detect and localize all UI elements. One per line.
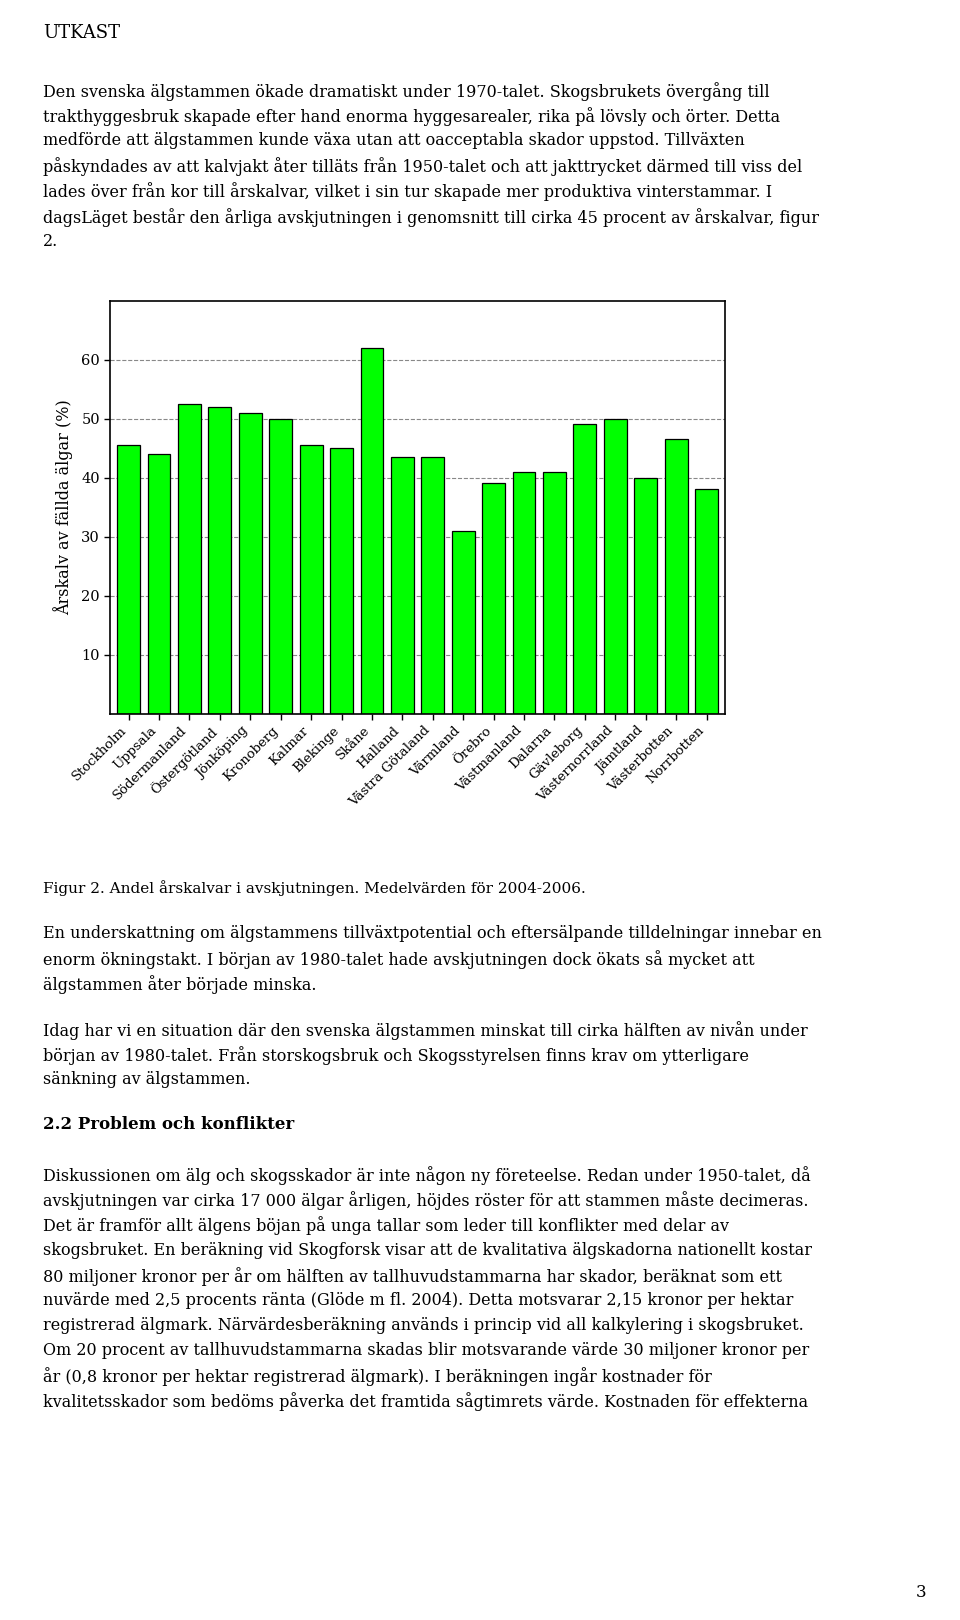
Bar — [604, 418, 627, 713]
Text: påskyndades av att kalvjakt åter tilläts från 1950-talet och att jakttrycket där: påskyndades av att kalvjakt åter tilläts… — [43, 157, 803, 177]
Bar — [208, 407, 231, 713]
Text: avskjutningen var cirka 17 000 älgar årligen, höjdes röster för att stammen måst: avskjutningen var cirka 17 000 älgar årl… — [43, 1191, 808, 1210]
Bar — [270, 418, 292, 713]
Text: Idag har vi en situation där den svenska älgstammen minskat till cirka hälften a: Idag har vi en situation där den svenska… — [43, 1021, 808, 1040]
Text: 2.: 2. — [43, 233, 59, 249]
Bar — [330, 449, 353, 713]
Text: dagsLäget består den årliga avskjutningen i genomsnitt till cirka 45 procent av : dagsLäget består den årliga avskjutninge… — [43, 207, 819, 227]
Text: kvalitetsskador som bedöms påverka det framtida sågtimrets värde. Kostnaden för : kvalitetsskador som bedöms påverka det f… — [43, 1392, 808, 1411]
Bar — [664, 439, 687, 713]
Text: Diskussionen om älg och skogsskador är inte någon ny företeelse. Redan under 195: Diskussionen om älg och skogsskador är i… — [43, 1166, 811, 1186]
Text: UTKAST: UTKAST — [43, 24, 120, 42]
Bar — [117, 446, 140, 713]
Bar — [361, 348, 383, 713]
Text: Om 20 procent av tallhuvudstammarna skadas blir motsvarande värde 30 miljoner kr: Om 20 procent av tallhuvudstammarna skad… — [43, 1341, 809, 1359]
Text: älgstammen åter började minska.: älgstammen åter började minska. — [43, 975, 317, 995]
Bar — [543, 471, 565, 713]
Text: 3: 3 — [916, 1584, 926, 1601]
Text: början av 1980-talet. Från storskogsbruk och Skogsstyrelsen finns krav om ytterl: början av 1980-talet. Från storskogsbruk… — [43, 1047, 749, 1064]
Bar — [452, 531, 474, 713]
Text: Figur 2. Andel årskalvar i avskjutningen. Medelvärden för 2004-2006.: Figur 2. Andel årskalvar i avskjutningen… — [43, 880, 586, 896]
Bar — [148, 454, 171, 713]
Bar — [635, 478, 658, 713]
Text: 2.2 Problem och konflikter: 2.2 Problem och konflikter — [43, 1116, 295, 1132]
Bar — [573, 424, 596, 713]
Text: enorm ökningstakt. I början av 1980-talet hade avskjutningen dock ökats så mycke: enorm ökningstakt. I början av 1980-tale… — [43, 951, 755, 969]
Bar — [421, 457, 444, 713]
Text: Det är framför allt älgens böjan på unga tallar som leder till konflikter med de: Det är framför allt älgens böjan på unga… — [43, 1217, 730, 1236]
Text: registrerad älgmark. Närvärdesberäkning används i princip vid all kalkylering i : registrerad älgmark. Närvärdesberäkning … — [43, 1317, 804, 1333]
Y-axis label: Årskalv av fällda älgar (%): Årskalv av fällda älgar (%) — [53, 399, 73, 616]
Text: skogsbruket. En beräkning vid Skogforsk visar att de kvalitativa älgskadorna nat: skogsbruket. En beräkning vid Skogforsk … — [43, 1241, 812, 1259]
Text: Den svenska älgstammen ökade dramatiskt under 1970-talet. Skogsbrukets övergång : Den svenska älgstammen ökade dramatiskt … — [43, 83, 770, 100]
Text: En underskattning om älgstammens tillväxtpotential och eftersälpande tilldelning: En underskattning om älgstammens tillväx… — [43, 925, 822, 943]
Text: lades över från kor till årskalvar, vilket i sin tur skapade mer produktiva vint: lades över från kor till årskalvar, vilk… — [43, 183, 773, 201]
Bar — [239, 413, 262, 713]
Text: år (0,8 kronor per hektar registrerad älgmark). I beräkningen ingår kostnader fö: år (0,8 kronor per hektar registrerad äl… — [43, 1367, 712, 1387]
Bar — [300, 446, 323, 713]
Text: sänkning av älgstammen.: sänkning av älgstammen. — [43, 1071, 251, 1089]
Text: 80 miljoner kronor per år om hälften av tallhuvudstammarna har skador, beräknat : 80 miljoner kronor per år om hälften av … — [43, 1267, 782, 1286]
Text: medförde att älgstammen kunde växa utan att oacceptabla skador uppstod. Tillväxt: medförde att älgstammen kunde växa utan … — [43, 133, 745, 149]
Text: nuvärde med 2,5 procents ränta (Glöde m fl. 2004). Detta motsvarar 2,15 kronor p: nuvärde med 2,5 procents ränta (Glöde m … — [43, 1291, 794, 1309]
Bar — [695, 489, 718, 713]
Bar — [482, 483, 505, 713]
Bar — [178, 403, 201, 713]
Text: trakthyggesbruk skapade efter hand enorma hyggesarealer, rika på lövsly och örte: trakthyggesbruk skapade efter hand enorm… — [43, 107, 780, 126]
Bar — [391, 457, 414, 713]
Bar — [513, 471, 536, 713]
